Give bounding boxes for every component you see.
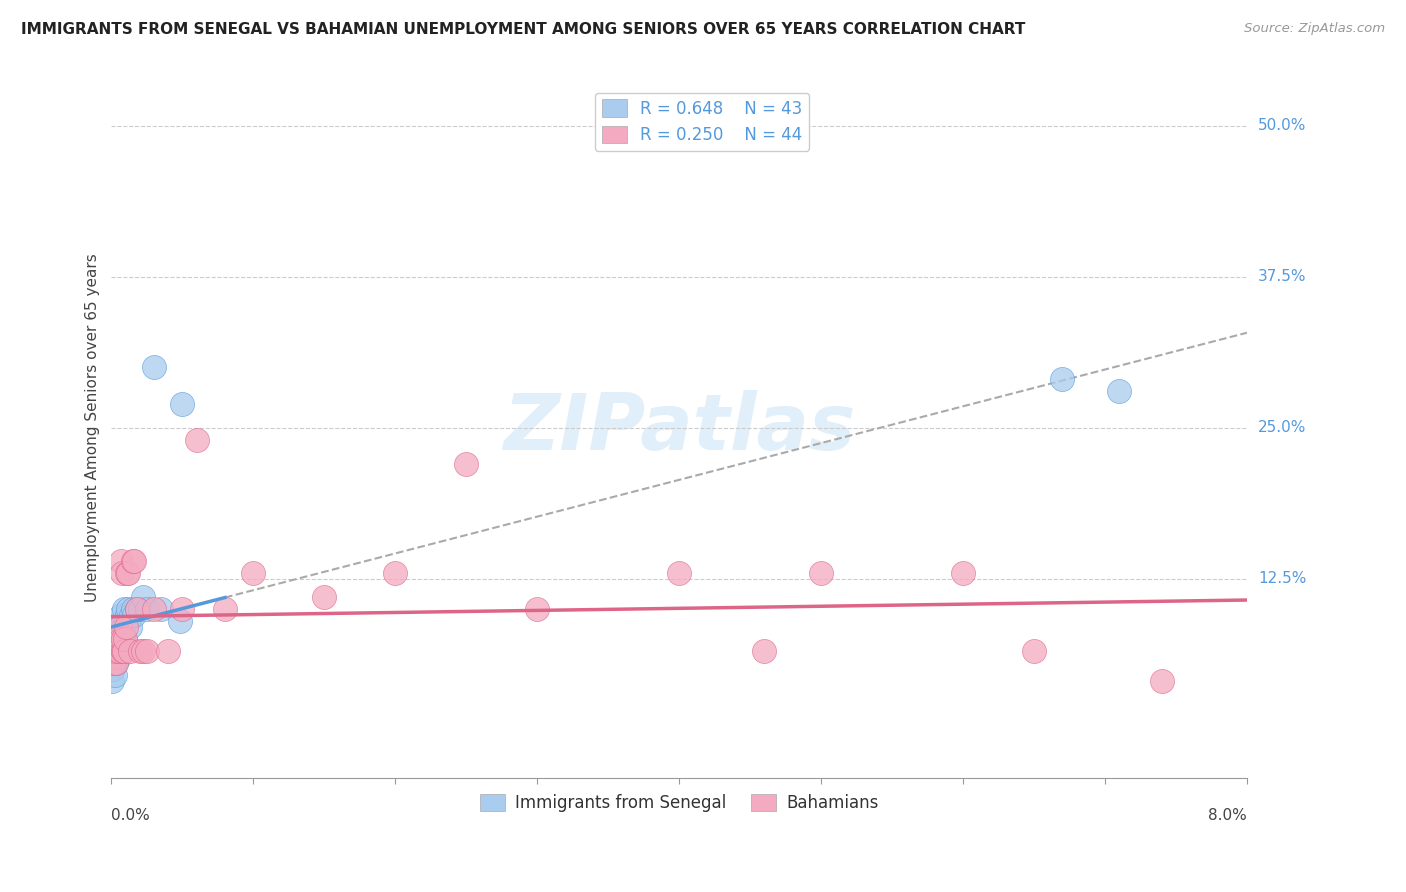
Point [115, 607, 138, 622]
Point [118, 644, 141, 658]
Point [117, 602, 139, 616]
Point [214, 602, 236, 616]
Point [105, 650, 128, 665]
Text: 0.0%: 0.0% [111, 808, 150, 823]
Point [111, 644, 134, 658]
Point [111, 638, 134, 652]
Point [122, 553, 145, 567]
Point [105, 638, 128, 652]
Point [105, 644, 128, 658]
Point [110, 632, 132, 646]
Point [103, 638, 125, 652]
Text: ZIPatlas: ZIPatlas [503, 390, 855, 466]
Point [118, 620, 141, 634]
Point [110, 607, 132, 622]
Point [103, 650, 125, 665]
Point [108, 620, 131, 634]
Point [384, 566, 406, 580]
Point [1150, 674, 1173, 689]
Point [108, 638, 131, 652]
Point [114, 620, 136, 634]
Point [314, 590, 336, 604]
Point [101, 650, 124, 665]
Point [810, 566, 832, 580]
Point [111, 620, 134, 634]
Point [121, 553, 143, 567]
Point [456, 457, 478, 471]
Point [103, 656, 125, 670]
Text: 25.0%: 25.0% [1258, 420, 1306, 435]
Point [104, 656, 127, 670]
Point [1108, 384, 1130, 399]
Point [111, 644, 134, 658]
Text: Source: ZipAtlas.com: Source: ZipAtlas.com [1244, 22, 1385, 36]
Point [526, 602, 548, 616]
Point [104, 626, 127, 640]
Point [105, 638, 128, 652]
Text: 12.5%: 12.5% [1258, 571, 1306, 586]
Point [107, 626, 129, 640]
Point [107, 644, 129, 658]
Point [157, 644, 180, 658]
Point [114, 632, 136, 646]
Point [110, 553, 132, 567]
Point [131, 590, 153, 604]
Point [122, 607, 145, 622]
Point [112, 602, 135, 616]
Text: IMMIGRANTS FROM SENEGAL VS BAHAMIAN UNEMPLOYMENT AMONG SENIORS OVER 65 YEARS COR: IMMIGRANTS FROM SENEGAL VS BAHAMIAN UNEM… [21, 22, 1025, 37]
Point [172, 396, 194, 410]
Point [117, 566, 139, 580]
Point [115, 566, 138, 580]
Point [172, 602, 194, 616]
Point [107, 644, 129, 658]
Point [143, 602, 166, 616]
Point [186, 433, 208, 447]
Point [242, 566, 264, 580]
Point [108, 620, 131, 634]
Point [150, 602, 173, 616]
Point [1052, 372, 1074, 386]
Text: 8.0%: 8.0% [1208, 808, 1247, 823]
Point [111, 566, 134, 580]
Y-axis label: Unemployment Among Seniors over 65 years: Unemployment Among Seniors over 65 years [86, 253, 100, 602]
Point [131, 644, 153, 658]
Text: 37.5%: 37.5% [1258, 269, 1306, 285]
Point [104, 656, 127, 670]
Text: 50.0%: 50.0% [1258, 119, 1306, 133]
Point [107, 632, 129, 646]
Point [114, 632, 136, 646]
Point [103, 644, 125, 658]
Point [110, 614, 132, 628]
Point [101, 650, 124, 665]
Point [103, 644, 125, 658]
Point [952, 566, 974, 580]
Point [128, 602, 150, 616]
Point [668, 566, 690, 580]
Point [135, 644, 157, 658]
Point [754, 644, 776, 658]
Point [125, 602, 148, 616]
Point [143, 360, 166, 375]
Point [128, 644, 150, 658]
Point [104, 638, 127, 652]
Point [135, 602, 157, 616]
Point [104, 638, 127, 652]
Point [169, 614, 191, 628]
Point [121, 602, 143, 616]
Point [1022, 644, 1045, 658]
Point [101, 674, 124, 689]
Point [108, 650, 131, 665]
Point [105, 644, 128, 658]
Point [112, 632, 135, 646]
Legend: Immigrants from Senegal, Bahamians: Immigrants from Senegal, Bahamians [474, 787, 886, 819]
Point [112, 644, 135, 658]
Point [120, 607, 142, 622]
Point [112, 626, 135, 640]
Point [125, 602, 148, 616]
Point [107, 632, 129, 646]
Point [103, 668, 125, 682]
Point [101, 662, 124, 676]
Point [114, 614, 136, 628]
